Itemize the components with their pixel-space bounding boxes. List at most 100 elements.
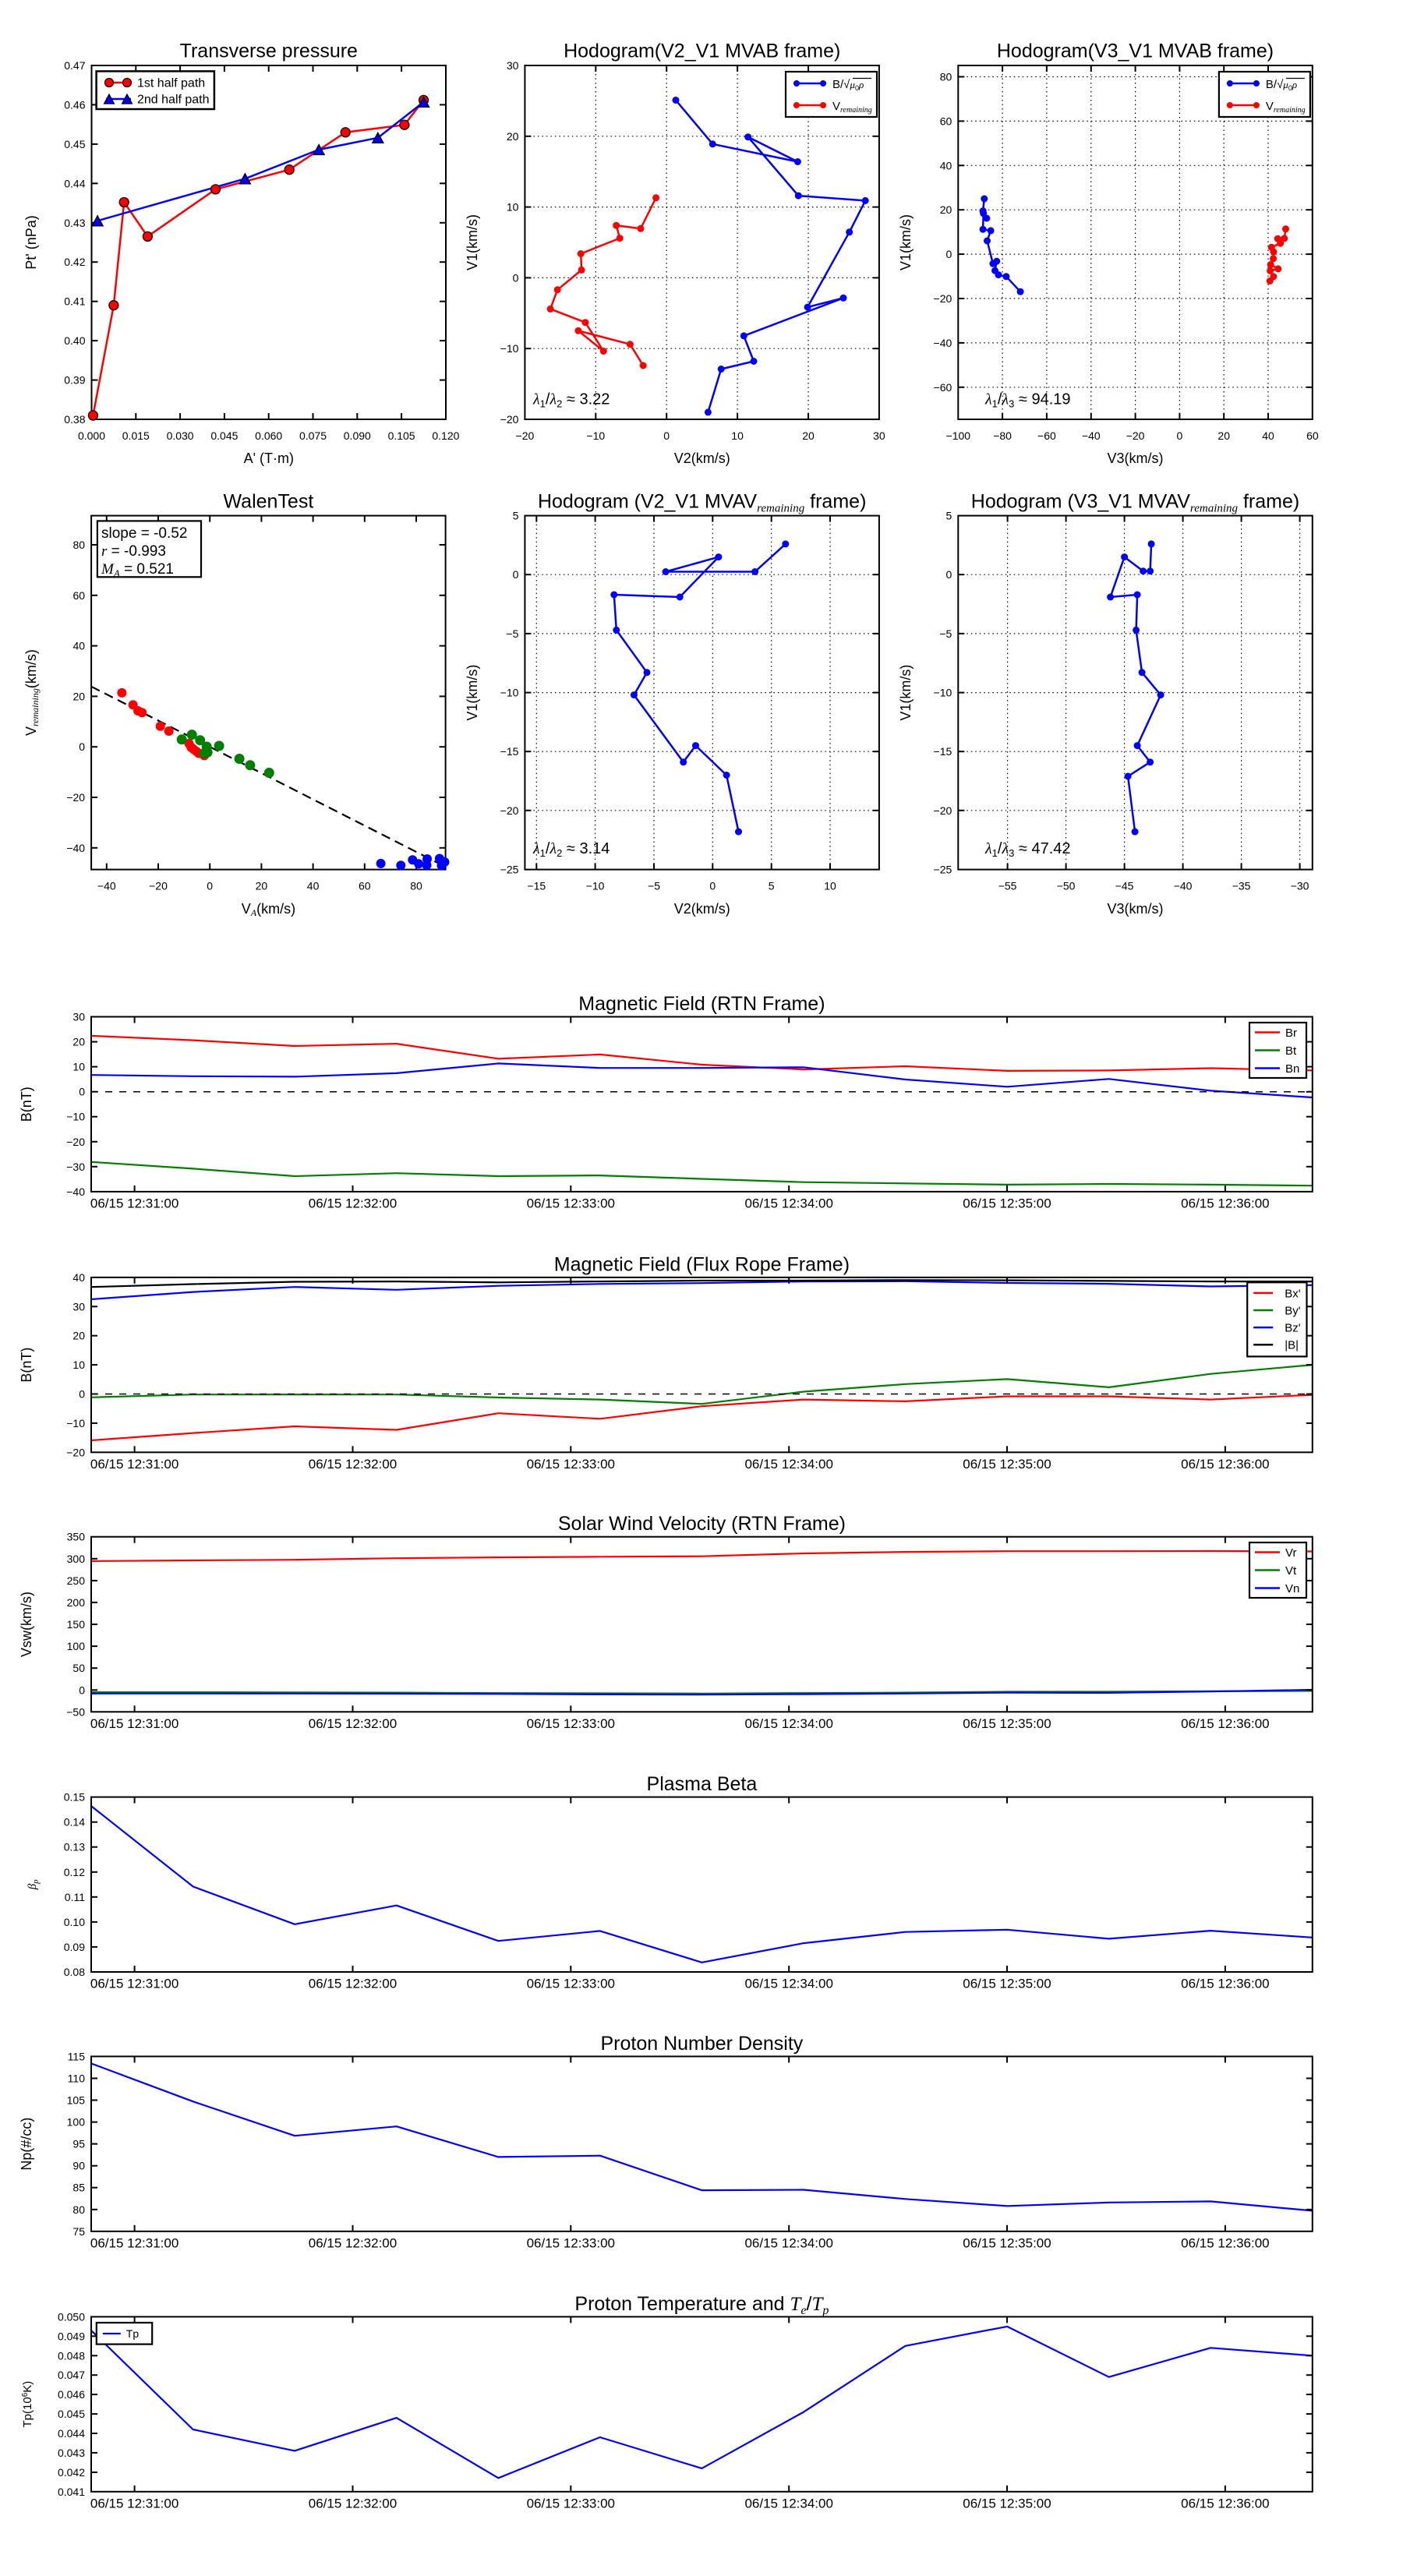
svg-text:−10: −10 xyxy=(934,687,952,699)
svg-text:Br: Br xyxy=(1285,1027,1297,1040)
svg-text:0.39: 0.39 xyxy=(64,374,85,387)
svg-text:−10: −10 xyxy=(586,880,605,892)
svg-text:20: 20 xyxy=(72,1036,85,1048)
svg-text:V2(km/s): V2(km/s) xyxy=(674,451,730,466)
svg-text:V1(km/s): V1(km/s) xyxy=(898,214,914,270)
svg-text:06/15 12:36:00: 06/15 12:36:00 xyxy=(1181,1457,1269,1472)
svg-text:60: 60 xyxy=(940,115,952,127)
svg-text:06/15 12:35:00: 06/15 12:35:00 xyxy=(963,2496,1051,2511)
svg-text:0: 0 xyxy=(513,568,519,581)
svg-text:95: 95 xyxy=(72,2138,85,2150)
svg-text:−20: −20 xyxy=(500,804,519,817)
svg-text:0.090: 0.090 xyxy=(344,429,371,442)
svg-text:80: 80 xyxy=(410,880,422,892)
svg-text:30: 30 xyxy=(72,1300,85,1313)
svg-text:B(nT): B(nT) xyxy=(19,1348,34,1383)
svg-text:50: 50 xyxy=(72,1662,85,1674)
svg-text:0.12: 0.12 xyxy=(64,1866,85,1878)
svg-text:40: 40 xyxy=(940,159,952,171)
svg-text:06/15 12:34:00: 06/15 12:34:00 xyxy=(744,1196,832,1210)
svg-text:0.043: 0.043 xyxy=(58,2447,85,2459)
svg-text:0: 0 xyxy=(79,1388,85,1401)
svg-text:20: 20 xyxy=(802,429,815,442)
svg-text:Vsw(km/s): Vsw(km/s) xyxy=(19,1592,34,1657)
svg-text:40: 40 xyxy=(307,880,320,892)
svg-text:110: 110 xyxy=(68,2072,86,2085)
svg-text:B/√μ0ρ: B/√μ0ρ xyxy=(832,78,864,92)
svg-text:06/15 12:33:00: 06/15 12:33:00 xyxy=(527,1457,615,1472)
svg-text:−5: −5 xyxy=(648,880,660,892)
svg-text:−10: −10 xyxy=(66,1111,85,1123)
svg-text:−40: −40 xyxy=(97,880,116,892)
svg-text:−100: −100 xyxy=(946,429,971,442)
svg-text:06/15 12:36:00: 06/15 12:36:00 xyxy=(1181,1977,1269,1991)
svg-text:10: 10 xyxy=(72,1061,85,1073)
svg-text:−40: −40 xyxy=(934,337,952,349)
svg-text:MA = 0.521: MA = 0.521 xyxy=(101,561,174,579)
svg-text:−10: −10 xyxy=(500,687,519,699)
svg-text:−40: −40 xyxy=(66,1186,85,1198)
svg-text:5: 5 xyxy=(946,510,952,522)
svg-text:20: 20 xyxy=(256,880,268,892)
svg-text:0.42: 0.42 xyxy=(64,256,85,268)
svg-text:−20: −20 xyxy=(149,880,168,892)
svg-text:100: 100 xyxy=(67,2116,86,2129)
svg-text:Hodogram (V3_V1 MVAVremaining: Hodogram (V3_V1 MVAVremaining frame) xyxy=(971,491,1299,515)
svg-text:90: 90 xyxy=(72,2160,85,2172)
svg-text:0: 0 xyxy=(207,880,213,892)
svg-text:λ1/λ3 ≈ 47.42: λ1/λ3 ≈ 47.42 xyxy=(984,840,1071,859)
svg-text:0: 0 xyxy=(79,1684,85,1696)
svg-text:06/15 12:33:00: 06/15 12:33:00 xyxy=(527,1196,615,1210)
svg-text:−20: −20 xyxy=(516,429,535,442)
svg-text:V2(km/s): V2(km/s) xyxy=(674,901,730,917)
svg-text:0.47: 0.47 xyxy=(64,59,85,72)
svg-text:V1(km/s): V1(km/s) xyxy=(465,665,480,721)
svg-text:−10: −10 xyxy=(66,1417,85,1429)
svg-text:0.060: 0.060 xyxy=(255,429,282,442)
svg-text:300: 300 xyxy=(67,1553,86,1565)
svg-text:2nd half path: 2nd half path xyxy=(137,94,210,107)
svg-text:0.105: 0.105 xyxy=(388,429,415,442)
svg-text:06/15 12:31:00: 06/15 12:31:00 xyxy=(90,1457,178,1472)
svg-text:0.10: 0.10 xyxy=(64,1916,85,1928)
svg-text:V1(km/s): V1(km/s) xyxy=(465,214,480,270)
svg-text:−25: −25 xyxy=(500,864,519,876)
svg-text:0.075: 0.075 xyxy=(299,429,327,442)
svg-text:Vt: Vt xyxy=(1285,1564,1297,1578)
svg-text:λ1/λ2 ≈ 3.22: λ1/λ2 ≈ 3.22 xyxy=(532,391,610,410)
svg-text:Vremaining(km/s): Vremaining(km/s) xyxy=(23,649,41,736)
svg-text:−25: −25 xyxy=(934,864,952,876)
svg-text:Pt' (nPa): Pt' (nPa) xyxy=(23,215,39,269)
svg-text:06/15 12:36:00: 06/15 12:36:00 xyxy=(1181,1716,1269,1731)
svg-text:Hodogram(V2_V1 MVAB frame): Hodogram(V2_V1 MVAB frame) xyxy=(564,41,840,62)
svg-text:−15: −15 xyxy=(934,745,952,758)
svg-text:06/15 12:34:00: 06/15 12:34:00 xyxy=(744,1716,832,1731)
svg-text:Transverse pressure: Transverse pressure xyxy=(180,41,358,62)
svg-text:V3(km/s): V3(km/s) xyxy=(1108,901,1164,917)
svg-text:0.13: 0.13 xyxy=(64,1841,85,1853)
svg-text:06/15 12:33:00: 06/15 12:33:00 xyxy=(527,1716,615,1731)
svg-text:0: 0 xyxy=(1177,429,1183,442)
svg-text:−20: −20 xyxy=(66,791,85,804)
svg-text:200: 200 xyxy=(67,1596,86,1609)
svg-text:0.120: 0.120 xyxy=(432,429,459,442)
svg-text:06/15 12:35:00: 06/15 12:35:00 xyxy=(963,1716,1051,1731)
svg-text:0: 0 xyxy=(946,568,952,581)
svg-text:0.41: 0.41 xyxy=(64,295,85,308)
svg-text:Magnetic Field (Flux Rope Fram: Magnetic Field (Flux Rope Frame) xyxy=(554,1253,850,1275)
svg-text:−45: −45 xyxy=(1115,880,1134,892)
svg-text:5: 5 xyxy=(513,510,519,522)
svg-text:−20: −20 xyxy=(66,1136,85,1148)
svg-text:80: 80 xyxy=(940,71,952,83)
svg-text:06/15 12:33:00: 06/15 12:33:00 xyxy=(527,2235,615,2250)
svg-text:0: 0 xyxy=(79,1086,85,1098)
svg-text:06/15 12:31:00: 06/15 12:31:00 xyxy=(90,2235,178,2250)
svg-text:−60: −60 xyxy=(1037,429,1056,442)
svg-text:0.40: 0.40 xyxy=(64,334,85,347)
svg-text:06/15 12:32:00: 06/15 12:32:00 xyxy=(309,1716,397,1731)
svg-text:06/15 12:36:00: 06/15 12:36:00 xyxy=(1181,2496,1269,2511)
svg-text:115: 115 xyxy=(68,2050,86,2062)
svg-text:06/15 12:31:00: 06/15 12:31:00 xyxy=(90,1716,178,1731)
svg-text:30: 30 xyxy=(507,59,519,72)
svg-text:0.000: 0.000 xyxy=(78,429,105,442)
